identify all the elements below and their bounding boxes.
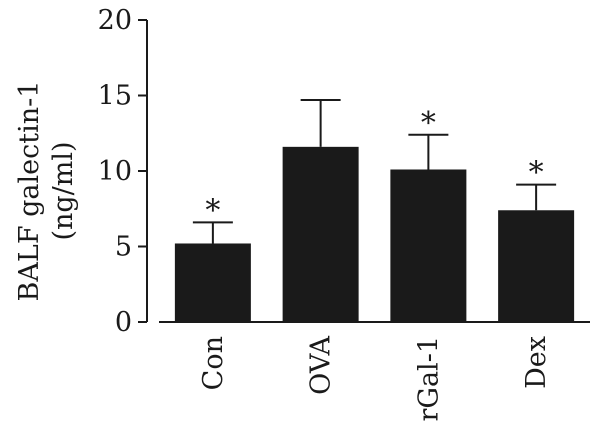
y-axis-title: BALF galectin-1 (ng/ml): [14, 81, 79, 302]
x-tick-label: Dex: [521, 336, 552, 389]
bar-con: [174, 243, 251, 322]
y-tick-label: 20: [98, 5, 132, 36]
bar-ova: [282, 146, 359, 322]
significance-marker: *: [205, 193, 220, 228]
significance-marker: *: [529, 156, 544, 191]
y-tick-label: 10: [98, 156, 132, 187]
y-tick-label: 15: [98, 81, 132, 112]
y-axis-title-line: (ng/ml): [48, 141, 79, 240]
y-axis-title-line: BALF galectin-1: [14, 81, 45, 302]
labels: 0 5 10 15 20 * Con OVA * rGal-1 * Dex: [98, 5, 552, 422]
bar-dex: [498, 210, 575, 322]
y-tick-label: 0: [115, 307, 132, 338]
bars: [174, 99, 575, 322]
x-tick-label: rGal-1: [413, 336, 444, 422]
y-tick-label: 5: [115, 232, 132, 263]
x-tick-label: OVA: [306, 336, 337, 395]
bar-rgal-1: [390, 169, 467, 322]
significance-marker: *: [421, 106, 436, 141]
x-tick-label: Con: [198, 336, 229, 390]
